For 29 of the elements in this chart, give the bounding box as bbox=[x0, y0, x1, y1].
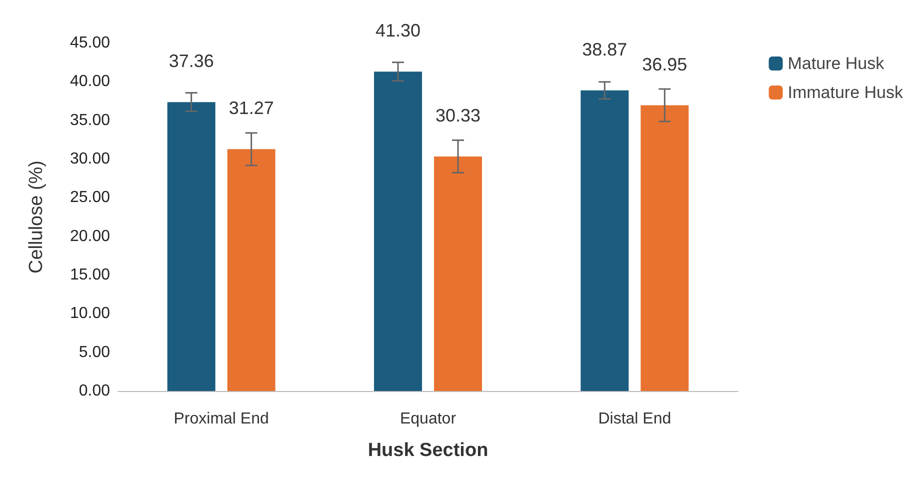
bar bbox=[374, 72, 422, 391]
x-tick-label: Equator bbox=[400, 410, 457, 428]
y-tick-label: 15.00 bbox=[70, 266, 110, 284]
y-tick-label: 30.00 bbox=[70, 150, 110, 168]
y-tick-label: 5.00 bbox=[78, 344, 110, 361]
bar bbox=[434, 156, 482, 391]
data-label: 38.87 bbox=[582, 39, 628, 60]
data-label: 31.27 bbox=[228, 98, 274, 118]
x-axis-title: Husk Section bbox=[368, 440, 488, 461]
y-tick-label: 0.00 bbox=[78, 382, 110, 400]
legend-label: Mature Husk bbox=[788, 54, 885, 73]
y-tick-label: 35.00 bbox=[70, 112, 110, 129]
legend-label: Immature Husk bbox=[788, 83, 904, 102]
data-label: 41.30 bbox=[375, 20, 421, 41]
data-label: 36.95 bbox=[642, 54, 688, 74]
y-tick-label: 10.00 bbox=[70, 305, 110, 322]
y-tick-label: 25.00 bbox=[70, 189, 110, 206]
y-tick-label: 40.00 bbox=[70, 73, 110, 90]
x-tick-label: Proximal End bbox=[174, 410, 269, 428]
data-label: 30.33 bbox=[435, 105, 481, 126]
y-tick-label: 45.00 bbox=[70, 34, 110, 52]
x-tick-label: Distal End bbox=[598, 410, 672, 428]
y-axis-title: Cellulose (%) bbox=[26, 160, 47, 274]
bar bbox=[227, 149, 276, 391]
bar bbox=[640, 105, 689, 391]
y-tick-label: 20.00 bbox=[70, 228, 110, 245]
bar bbox=[167, 102, 216, 391]
bar bbox=[580, 90, 629, 391]
data-label: 37.36 bbox=[168, 51, 214, 72]
